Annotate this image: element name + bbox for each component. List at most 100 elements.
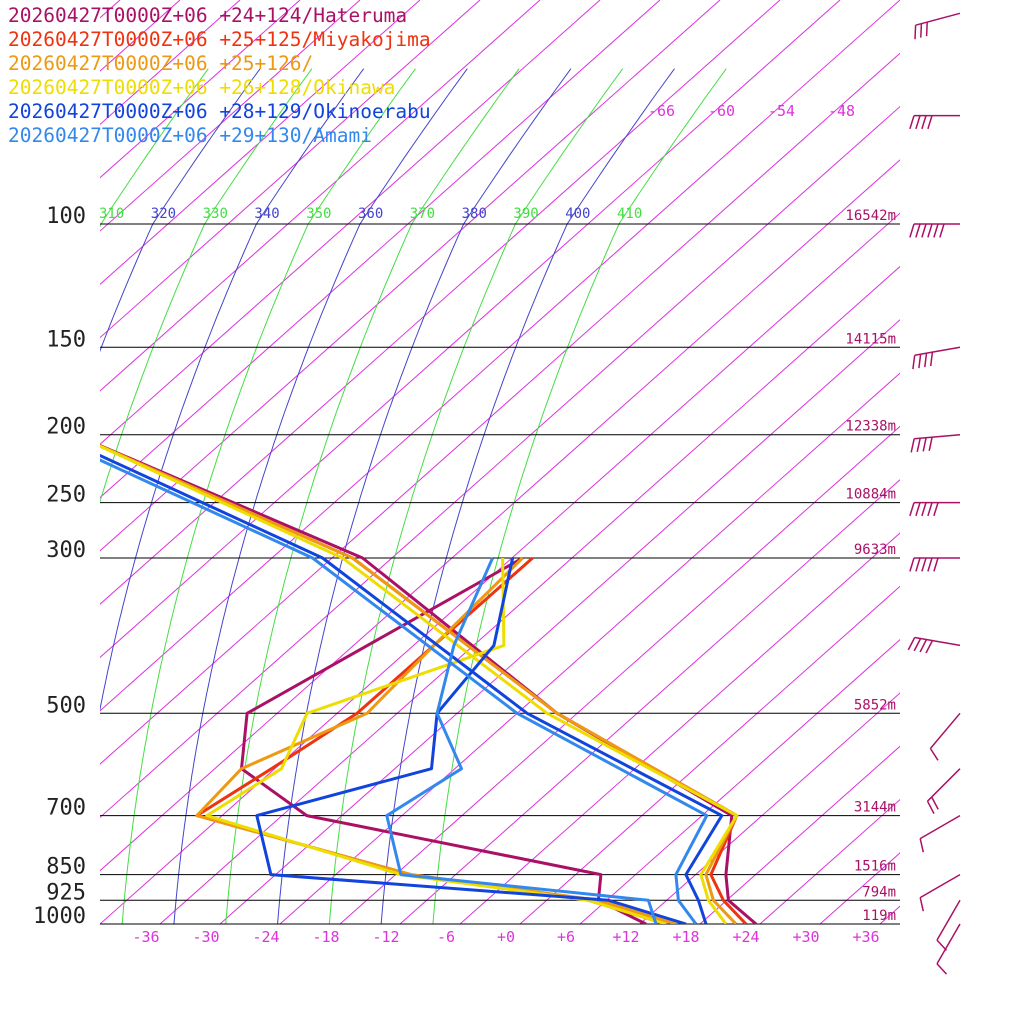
wind-barb (907, 636, 961, 654)
theta-e-curve (173, 68, 468, 924)
dry-adiabat-line (459, 532, 900, 924)
wind-barb (909, 223, 960, 238)
wind-barb (909, 557, 960, 572)
temperature-line (100, 458, 709, 924)
wind-barbs (907, 12, 961, 975)
wind-barb (909, 501, 960, 517)
wind-barb-flag (939, 223, 945, 238)
wind-barb-flag (927, 115, 933, 130)
profiles (100, 443, 757, 924)
pressure-label: 100 (46, 204, 86, 229)
theta-e-curve (432, 68, 727, 924)
wind-barb-flag (933, 557, 939, 572)
wind-barb (926, 768, 961, 814)
height-label: 14115m (845, 331, 896, 347)
theta-e-label: 360 (358, 206, 383, 222)
wind-barb (909, 114, 960, 130)
wind-barb-flag (915, 557, 921, 572)
dry-adiabat-line (100, 0, 601, 445)
wind-barb-shaft (929, 712, 961, 749)
wind-barb-flag (910, 438, 915, 453)
height-label: 10884m (845, 487, 896, 503)
height-label: 794m (862, 884, 896, 900)
dry-adiabat-line (100, 0, 781, 605)
pressure-label: 250 (46, 483, 86, 508)
x-tick-label: +18 (672, 928, 699, 946)
temperature-line (100, 453, 724, 924)
dewpoint-line (255, 557, 687, 924)
x-tick-label: +30 (792, 928, 819, 946)
wind-barb-flag (922, 437, 927, 452)
theta-e-label: 310 (99, 206, 124, 222)
theta-e-curve (328, 68, 624, 924)
dry-adiabat-line (1000, 0, 1024, 924)
x-tick-label: -30 (192, 928, 219, 946)
upper-temp-label: -48 (828, 102, 855, 120)
wind-barb (910, 433, 961, 453)
wind-barb-flag (927, 223, 933, 238)
legend-entry: 20260427T0000Z+06 +25+125/Miyakojima (8, 28, 431, 51)
wind-barb (912, 346, 961, 370)
wind-barb-flag (909, 502, 915, 517)
wind-barb-flag (915, 223, 921, 238)
x-tick-label: +0 (497, 928, 515, 946)
wind-barb-flag (915, 115, 921, 130)
dry-adiabat-line (100, 0, 421, 285)
x-tick-label: -12 (372, 928, 399, 946)
wind-barb-flag (921, 502, 927, 517)
theta-e-label: 390 (513, 206, 538, 222)
dry-adiabat-line (159, 265, 900, 924)
wind-barb-flag (925, 640, 934, 654)
x-axis: -36 -30 -24 -18 -12 -6 +0 +6 +12 +18 +24 +30 +36 (132, 928, 879, 946)
pressure-label: 300 (46, 538, 86, 563)
temperature-line (100, 443, 757, 924)
wind-barb-flag (912, 355, 916, 370)
theta-e-label: 400 (565, 206, 590, 222)
temperature-line (100, 444, 739, 924)
theta-e-curves: 310 320 330 340 350 360 370 380 390 400 410 (99, 68, 727, 924)
wind-barb-flag (928, 437, 933, 451)
dry-adiabat-line (100, 52, 900, 765)
dry-adiabat-line (100, 159, 900, 872)
wind-barb-flag (927, 502, 933, 517)
theta-e-label: 340 (254, 206, 279, 222)
theta-e-label: 320 (151, 206, 176, 222)
upper-temp-labels: -66 -60 -54 -48 (648, 102, 855, 120)
dry-adiabat-line (940, 0, 1024, 924)
wind-barb-flag (929, 748, 939, 761)
dry-adiabat-line (100, 212, 900, 924)
wind-barb-flag (919, 838, 925, 853)
wind-barb (936, 923, 961, 975)
dry-adiabat-line (519, 585, 900, 924)
wind-barb-flag (921, 223, 927, 238)
height-label: 12338m (845, 419, 896, 435)
pressure-label: 1000 (33, 904, 86, 929)
wind-barb (919, 814, 961, 853)
x-tick-label: -6 (437, 928, 455, 946)
dry-adiabat-line (100, 0, 721, 552)
dry-adiabat-line (100, 105, 900, 819)
x-tick-label: -18 (312, 928, 339, 946)
dry-adiabat-line (579, 639, 900, 924)
x-tick-label: +24 (732, 928, 759, 946)
dry-adiabat-line (819, 852, 900, 924)
theta-e-curve (277, 68, 572, 924)
height-label: 16542m (845, 208, 896, 224)
wind-barb-shaft (914, 346, 961, 357)
dry-adiabat-line (399, 479, 900, 924)
wind-barb-flag (936, 963, 948, 975)
legend-entry: 20260427T0000Z+06 +24+124/Hateruma (8, 4, 408, 27)
x-tick-label: +36 (852, 928, 879, 946)
dry-adiabat-line (699, 745, 900, 924)
wind-barb-flag (924, 353, 928, 368)
wind-barb (929, 712, 961, 761)
wind-barb-flag (914, 25, 917, 40)
height-label: 5852m (854, 697, 896, 713)
dry-adiabat-line (100, 0, 900, 712)
dry-adiabat-line (100, 0, 301, 179)
theta-e-curve (100, 68, 365, 712)
dry-adiabat-line (279, 372, 900, 924)
theta-e-curve (380, 68, 675, 924)
pressure-label: 925 (46, 880, 86, 905)
wind-barb (914, 12, 961, 40)
